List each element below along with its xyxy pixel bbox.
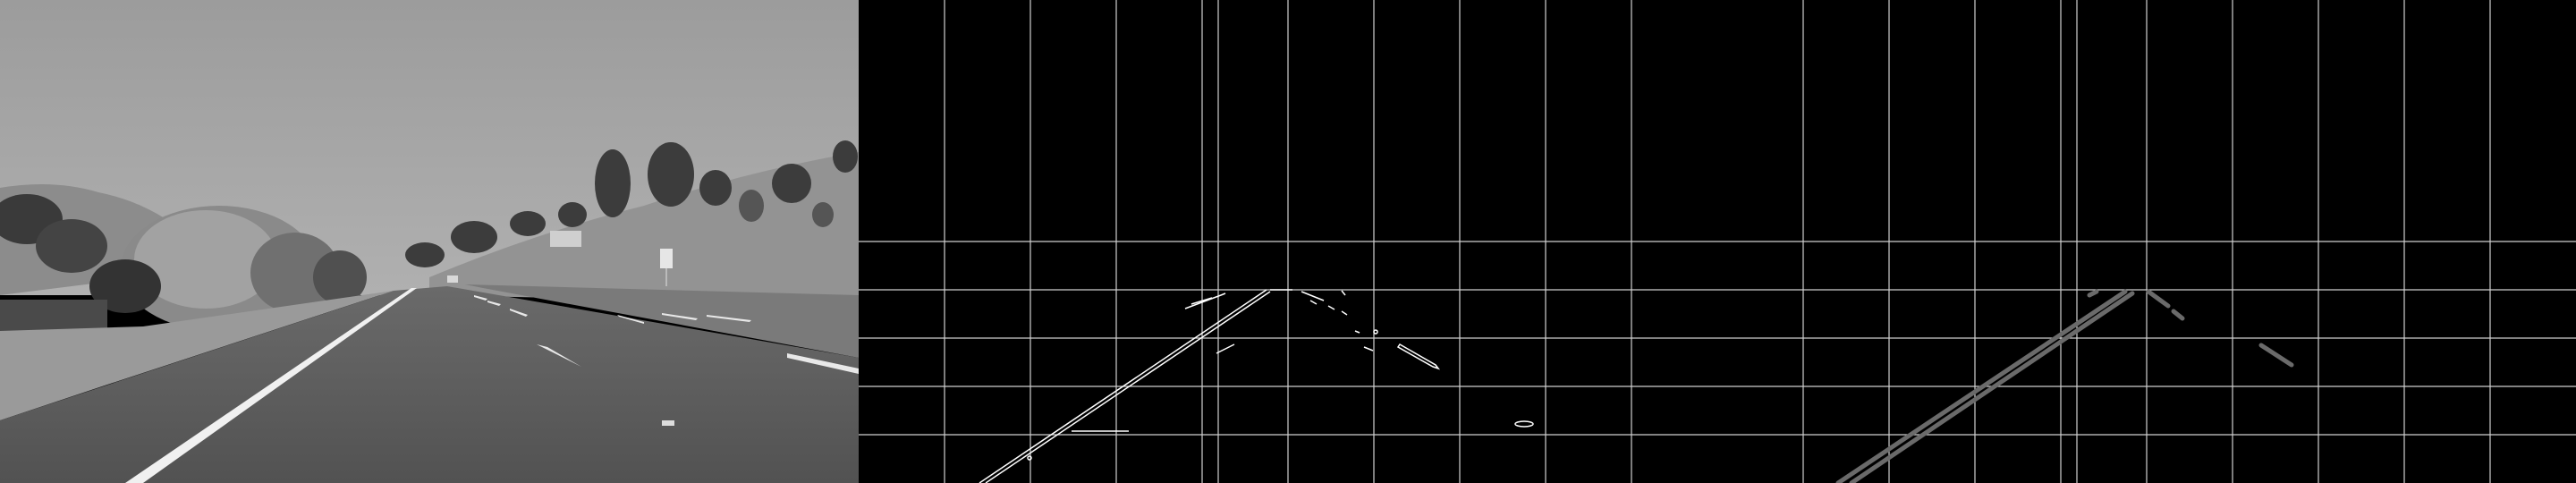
canny-edges-panel [859, 0, 1717, 483]
distant-car [447, 275, 458, 283]
canny-edges-svg [859, 0, 1717, 483]
road-photo-svg [0, 0, 859, 483]
grayscale-road-photo [0, 0, 859, 483]
hough-lines-svg [1717, 0, 2576, 483]
left-shoulder [0, 291, 394, 420]
road-marking-bottom [662, 420, 674, 426]
hough-lines-panel [1717, 0, 2576, 483]
right-lane-dashes [474, 295, 859, 374]
left-bushes [0, 194, 367, 331]
right-shoulder [465, 284, 859, 358]
road-surface [0, 286, 859, 483]
grid-lines [859, 0, 1717, 483]
road-sign-speed [660, 249, 673, 268]
road-sign-overhead [550, 231, 581, 247]
sign-post [665, 268, 667, 286]
right-trees [405, 140, 858, 267]
grid-lines [1717, 0, 2576, 483]
hough-lane-lines [1835, 289, 2294, 483]
edge-contours [979, 289, 1534, 483]
left-lane-line [125, 288, 417, 483]
